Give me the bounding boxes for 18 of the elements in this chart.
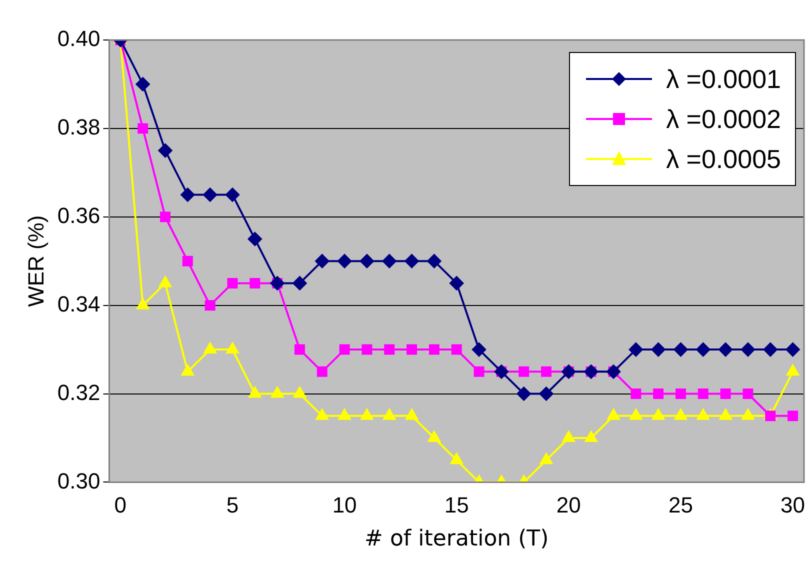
x-tick-label: 10: [332, 492, 357, 518]
y-tick-label: 0.36: [57, 202, 100, 228]
y-tick-label: 0.34: [57, 291, 100, 316]
x-tick-label: 25: [668, 492, 693, 518]
legend-label: λ =0.0001: [666, 64, 781, 94]
x-tick-label: 20: [556, 492, 581, 518]
x-axis-title: # of iteration (T): [364, 526, 549, 552]
legend-label: λ =0.0005: [666, 144, 781, 174]
x-tick-label: 15: [444, 492, 469, 518]
x-tick-label: 30: [780, 492, 806, 518]
y-tick-label: 0.40: [57, 26, 100, 52]
legend-label: λ =0.0002: [666, 104, 781, 134]
x-tick-label: 5: [226, 492, 239, 518]
y-tick-label: 0.38: [57, 114, 100, 140]
x-tick-label: 0: [114, 492, 127, 518]
y-tick-label: 0.32: [57, 380, 100, 405]
y-tick-label: 0.30: [57, 468, 100, 494]
y-axis-title: WER (%): [23, 215, 48, 307]
